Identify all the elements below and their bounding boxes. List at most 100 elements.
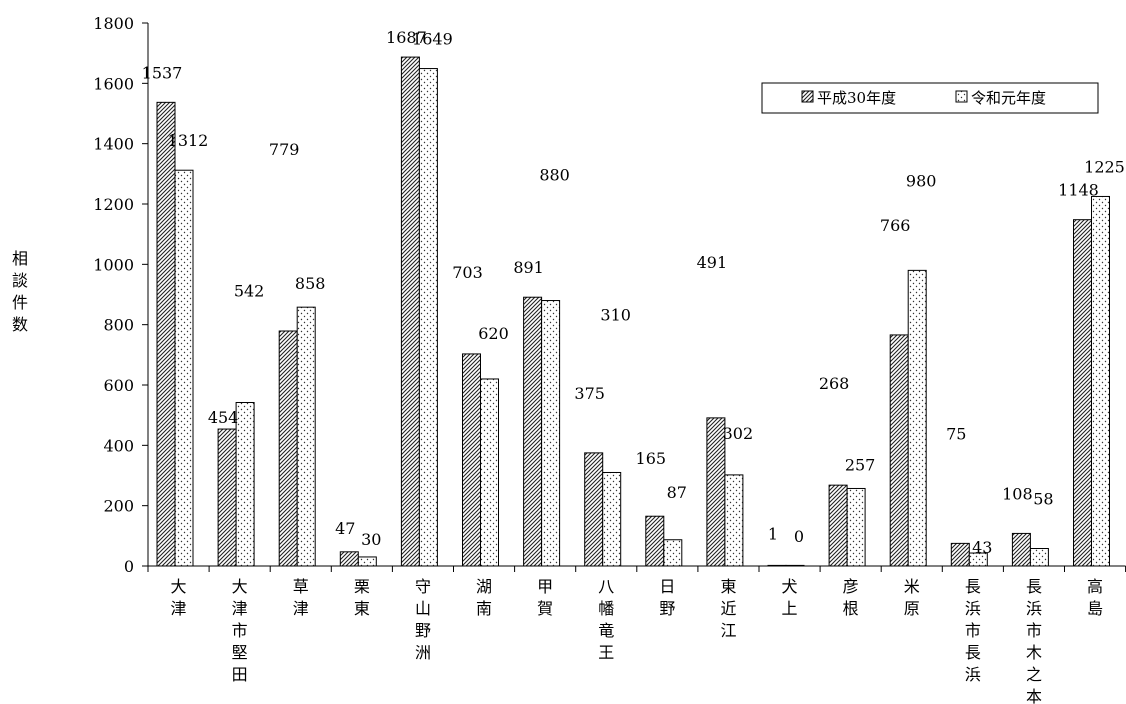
data-label: 165 bbox=[636, 449, 667, 468]
category-label-char: 田 bbox=[232, 665, 248, 684]
data-label: 858 bbox=[295, 274, 326, 293]
legend-label-r1: 令和元年度 bbox=[971, 89, 1046, 107]
category-label-char: 長 bbox=[965, 577, 981, 596]
y-tick-label: 400 bbox=[103, 436, 134, 455]
category-label-char: 長 bbox=[1026, 577, 1042, 596]
data-label: 620 bbox=[478, 324, 509, 343]
category-label-char: 上 bbox=[782, 599, 798, 618]
data-label: 454 bbox=[208, 408, 239, 427]
data-label: 58 bbox=[1033, 490, 1053, 509]
data-label: 268 bbox=[819, 374, 850, 393]
category-label-char: 近 bbox=[720, 599, 736, 618]
category-label-char: 大 bbox=[171, 577, 187, 596]
data-label: 1687 bbox=[386, 28, 427, 47]
bar-h30 bbox=[156, 101, 176, 567]
bar-r1 bbox=[174, 169, 194, 567]
category-label-char: 木 bbox=[1026, 643, 1042, 662]
bar-h30 bbox=[1011, 532, 1031, 567]
category-label-char: 栗 bbox=[354, 577, 370, 596]
category-label-char: 米 bbox=[904, 577, 920, 596]
category-label-char: 湖 bbox=[476, 577, 492, 596]
y-tick-label: 1200 bbox=[93, 195, 134, 214]
bars bbox=[156, 56, 1110, 567]
y-axis-label-char: 数 bbox=[12, 315, 28, 334]
category-label-char: 八 bbox=[598, 577, 614, 596]
data-label: 75 bbox=[946, 424, 966, 443]
data-label: 779 bbox=[269, 140, 300, 159]
bar-r1 bbox=[541, 300, 561, 567]
category-label-char: 幡 bbox=[598, 599, 614, 618]
category-label-char: 竜 bbox=[598, 621, 614, 640]
bar-r1 bbox=[418, 68, 438, 567]
category-labels: 大津大津市堅田草津栗東守山野洲湖南甲賀八幡竜王日野東近江犬上彦根米原長浜市長浜長… bbox=[171, 577, 1104, 704]
category-label-char: 市 bbox=[1026, 621, 1042, 640]
bar-h30 bbox=[645, 515, 665, 567]
category-label-char: 島 bbox=[1087, 599, 1103, 618]
bar-r1 bbox=[1029, 548, 1049, 567]
category-label-char: 本 bbox=[1026, 687, 1042, 704]
category-label-char: 野 bbox=[415, 621, 431, 640]
bar-h30 bbox=[217, 428, 237, 567]
category-label-char: 野 bbox=[659, 599, 675, 618]
y-tick-label: 1000 bbox=[93, 255, 134, 274]
data-label: 43 bbox=[972, 538, 992, 557]
bar-r1 bbox=[907, 269, 927, 567]
data-label: 891 bbox=[513, 258, 544, 277]
category-label-char: 甲 bbox=[537, 577, 553, 596]
category-label-char: 山 bbox=[415, 599, 431, 618]
category-label-char: 南 bbox=[476, 599, 492, 618]
category-label-char: 津 bbox=[171, 599, 187, 618]
data-label: 766 bbox=[880, 216, 911, 235]
legend-label-h30: 平成30年度 bbox=[817, 89, 896, 107]
category-label-char: 犬 bbox=[782, 577, 798, 596]
data-label: 375 bbox=[574, 384, 605, 403]
category-label-char: 江 bbox=[720, 621, 736, 640]
category-label-char: 東 bbox=[720, 577, 736, 596]
category-label-char: 堅 bbox=[232, 643, 248, 662]
category-label-char: 高 bbox=[1087, 577, 1103, 596]
legend: 平成30年度 令和元年度 bbox=[761, 82, 1099, 114]
category-label-char: 洲 bbox=[415, 643, 431, 662]
category-label-char: 之 bbox=[1026, 665, 1042, 684]
category-label-char: 浜 bbox=[1026, 599, 1042, 618]
bar-h30 bbox=[584, 452, 604, 567]
y-axis: 0 200 400 600 800 1000 1200 1400 1600 1800 bbox=[93, 14, 149, 576]
category-label-char: 津 bbox=[293, 599, 309, 618]
bar-r1 bbox=[846, 487, 866, 567]
data-label: 1 bbox=[768, 525, 778, 544]
category-label-char: 守 bbox=[415, 577, 431, 596]
category-label-char: 東 bbox=[354, 599, 370, 618]
x-axis bbox=[147, 565, 1126, 572]
category-label-char: 王 bbox=[598, 643, 614, 662]
data-label: 703 bbox=[452, 263, 483, 282]
y-tick-label: 600 bbox=[103, 376, 134, 395]
y-tick-label: 1600 bbox=[93, 74, 134, 93]
data-label: 1649 bbox=[412, 30, 453, 49]
category-label-char: 市 bbox=[965, 621, 981, 640]
legend-box bbox=[761, 82, 1099, 114]
y-tick-label: 800 bbox=[103, 316, 134, 335]
category-label-char: 大 bbox=[232, 577, 248, 596]
data-label: 87 bbox=[667, 483, 687, 502]
bar-r1 bbox=[357, 556, 377, 567]
data-label: 47 bbox=[335, 519, 355, 538]
category-label-char: 浜 bbox=[965, 665, 981, 684]
category-label-char: 津 bbox=[232, 599, 248, 618]
legend-swatch-hatch bbox=[801, 90, 814, 103]
bar-h30 bbox=[462, 353, 481, 567]
data-label: 880 bbox=[539, 166, 570, 185]
data-label: 1537 bbox=[142, 63, 183, 82]
y-tick-label: 0 bbox=[124, 557, 134, 576]
category-label-char: 浜 bbox=[965, 599, 981, 618]
bar-r1 bbox=[785, 564, 805, 567]
data-label: 542 bbox=[234, 281, 265, 300]
data-label: 30 bbox=[361, 530, 381, 549]
bar-h30 bbox=[1073, 219, 1092, 567]
category-label-char: 彦 bbox=[843, 577, 859, 596]
bar-h30 bbox=[400, 56, 420, 567]
bar-r1 bbox=[1091, 195, 1110, 567]
bar-r1 bbox=[968, 552, 988, 567]
